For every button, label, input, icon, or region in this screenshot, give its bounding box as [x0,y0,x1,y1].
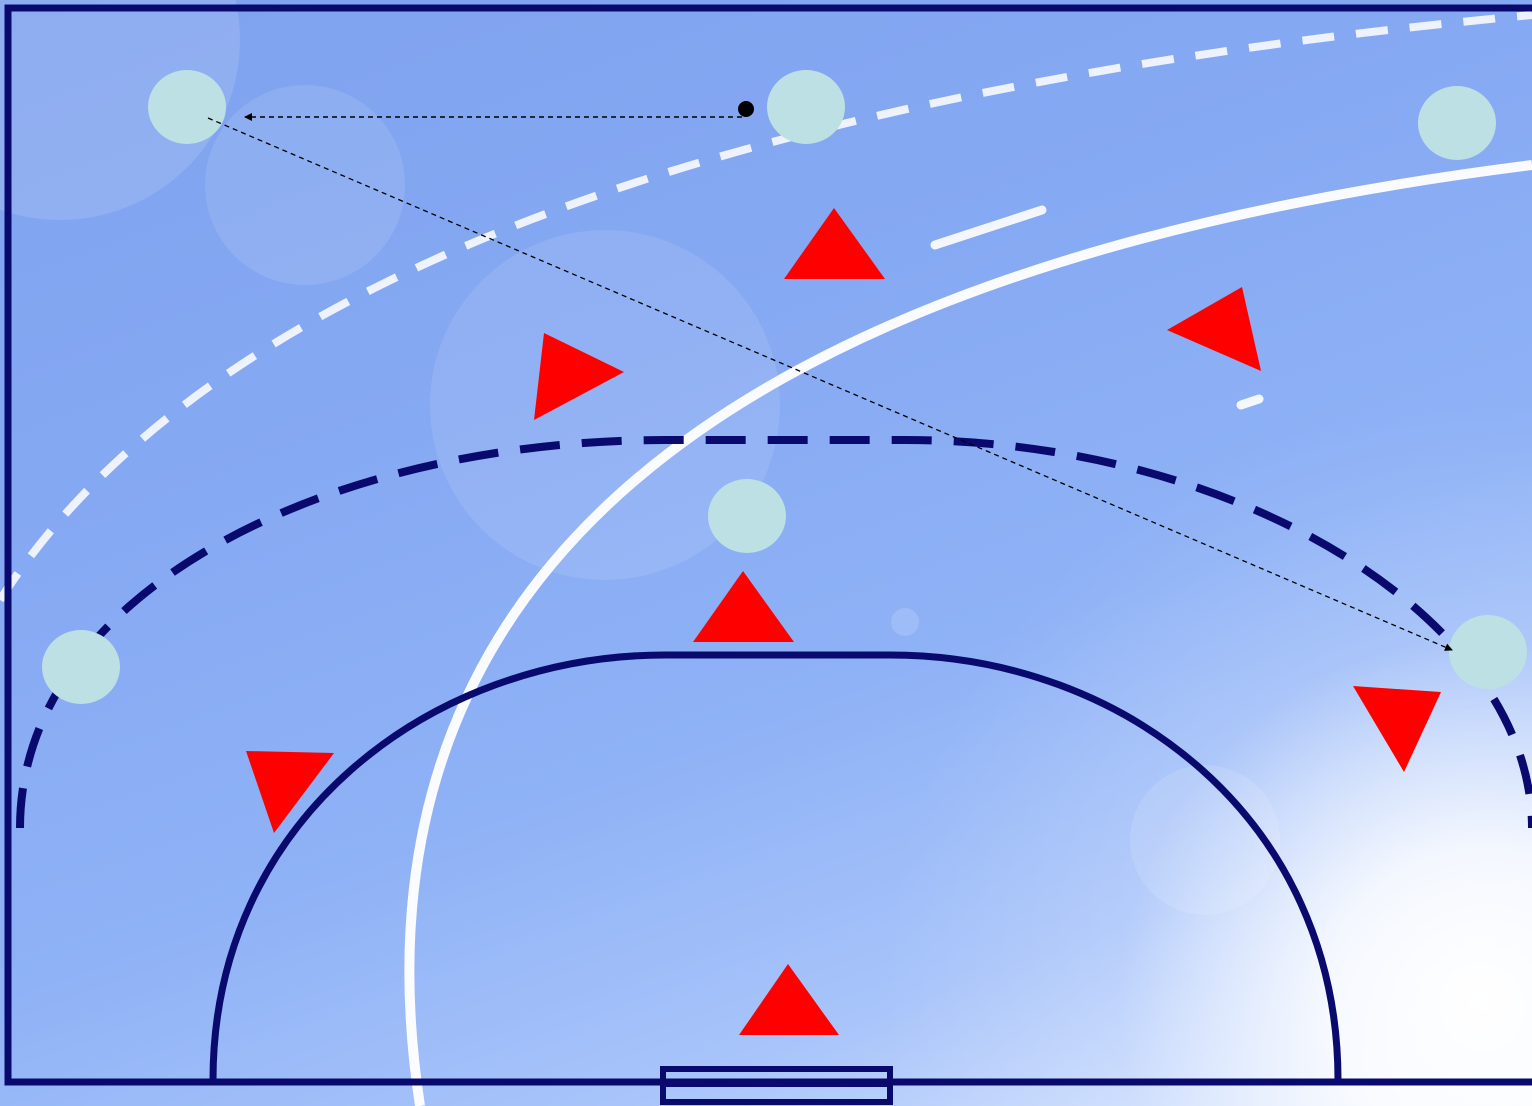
passes [207,101,1453,651]
defender-triangle [739,964,839,1035]
defender-triangle [784,208,885,279]
free-throw-line [16,436,1532,829]
defender-triangle [1167,287,1261,371]
court-lines [4,4,1532,1105]
defender-triangle [1353,686,1441,772]
pass-arrow [207,117,1453,651]
attacker-circle [708,479,786,553]
defenders [246,208,1441,1035]
white-solid-arc [404,160,1532,1106]
white-dash-mark [930,205,1047,250]
attacker-circle [767,70,845,144]
attacker-circle [1418,86,1496,160]
attacker-circle [42,630,120,704]
attackers [42,70,1527,704]
attacker-circle [1449,615,1527,689]
white-dash-mark [1236,394,1264,410]
court-boundary [4,4,1532,1086]
defender-triangle [693,571,794,642]
defender-triangle [534,333,624,420]
white-dashed-arc [0,11,1532,603]
ball-dot [738,101,754,117]
goal-area-line [209,651,1342,1081]
attacker-circle [148,70,226,144]
defender-triangle [246,751,334,833]
